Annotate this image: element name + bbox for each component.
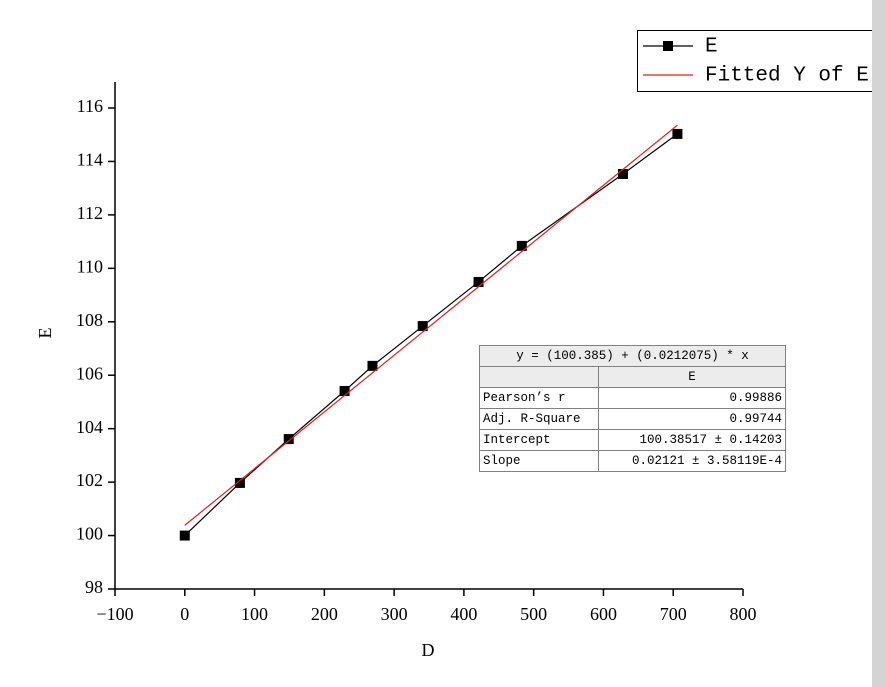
y-tick-label: 110: [77, 256, 103, 276]
y-axis-label: E: [35, 328, 55, 339]
x-tick-label: 200: [311, 604, 338, 624]
legend-marker: [663, 41, 673, 51]
x-tick-label: −100: [96, 604, 133, 624]
x-tick-label: 300: [381, 604, 408, 624]
table-key: Adj. R-Square: [479, 408, 599, 430]
table-column: E: [598, 366, 786, 388]
side-bar: [872, 0, 886, 687]
y-tick-label: 106: [76, 363, 103, 383]
y-tick-label: 108: [76, 310, 103, 330]
data-point: [179, 530, 190, 541]
table-key: Slope: [479, 450, 599, 472]
table-key: Intercept: [479, 429, 599, 451]
data-point: [283, 434, 294, 445]
data-point: [617, 169, 628, 180]
y-tick-label: 100: [76, 524, 103, 544]
table-corner: [479, 366, 599, 388]
x-tick-label: 700: [660, 604, 687, 624]
data-point: [417, 321, 428, 332]
y-tick-label: 98: [85, 577, 103, 597]
series-line: [184, 133, 678, 536]
legend-box: [637, 30, 872, 92]
data-point: [339, 385, 350, 396]
table-value: 0.02121 ± 3.58119E-4: [598, 450, 786, 472]
y-tick-label: 114: [77, 150, 103, 170]
x-tick-label: 100: [241, 604, 268, 624]
y-tick-label: 112: [77, 203, 103, 223]
data-point: [367, 360, 378, 371]
x-tick-label: 500: [520, 604, 547, 624]
y-tick-label: 104: [76, 417, 103, 437]
data-point: [473, 276, 484, 287]
y-tick-label: 116: [77, 96, 103, 116]
y-tick-label: 102: [76, 470, 103, 490]
data-point: [516, 240, 527, 251]
table-value: 0.99744: [598, 408, 786, 430]
fit-equation: y = (100.385) + (0.0212075) * x: [479, 345, 786, 367]
table-key: Pearson’s r: [479, 387, 599, 409]
data-point: [672, 128, 683, 139]
x-tick-label: 800: [730, 604, 757, 624]
series-line: [184, 124, 678, 526]
table-value: 0.99886: [598, 387, 786, 409]
data-point: [234, 477, 245, 488]
x-tick-label: 0: [180, 604, 189, 624]
x-axis-label: D: [422, 640, 435, 660]
legend-label: E: [705, 36, 718, 59]
table-value: 100.38517 ± 0.14203: [598, 429, 786, 451]
x-tick-label: 400: [450, 604, 477, 624]
legend-label: Fitted Y of E: [705, 65, 869, 88]
fit-table: y = (100.385) + (0.0212075) * x E Pearso…: [479, 345, 786, 472]
x-tick-label: 600: [590, 604, 617, 624]
